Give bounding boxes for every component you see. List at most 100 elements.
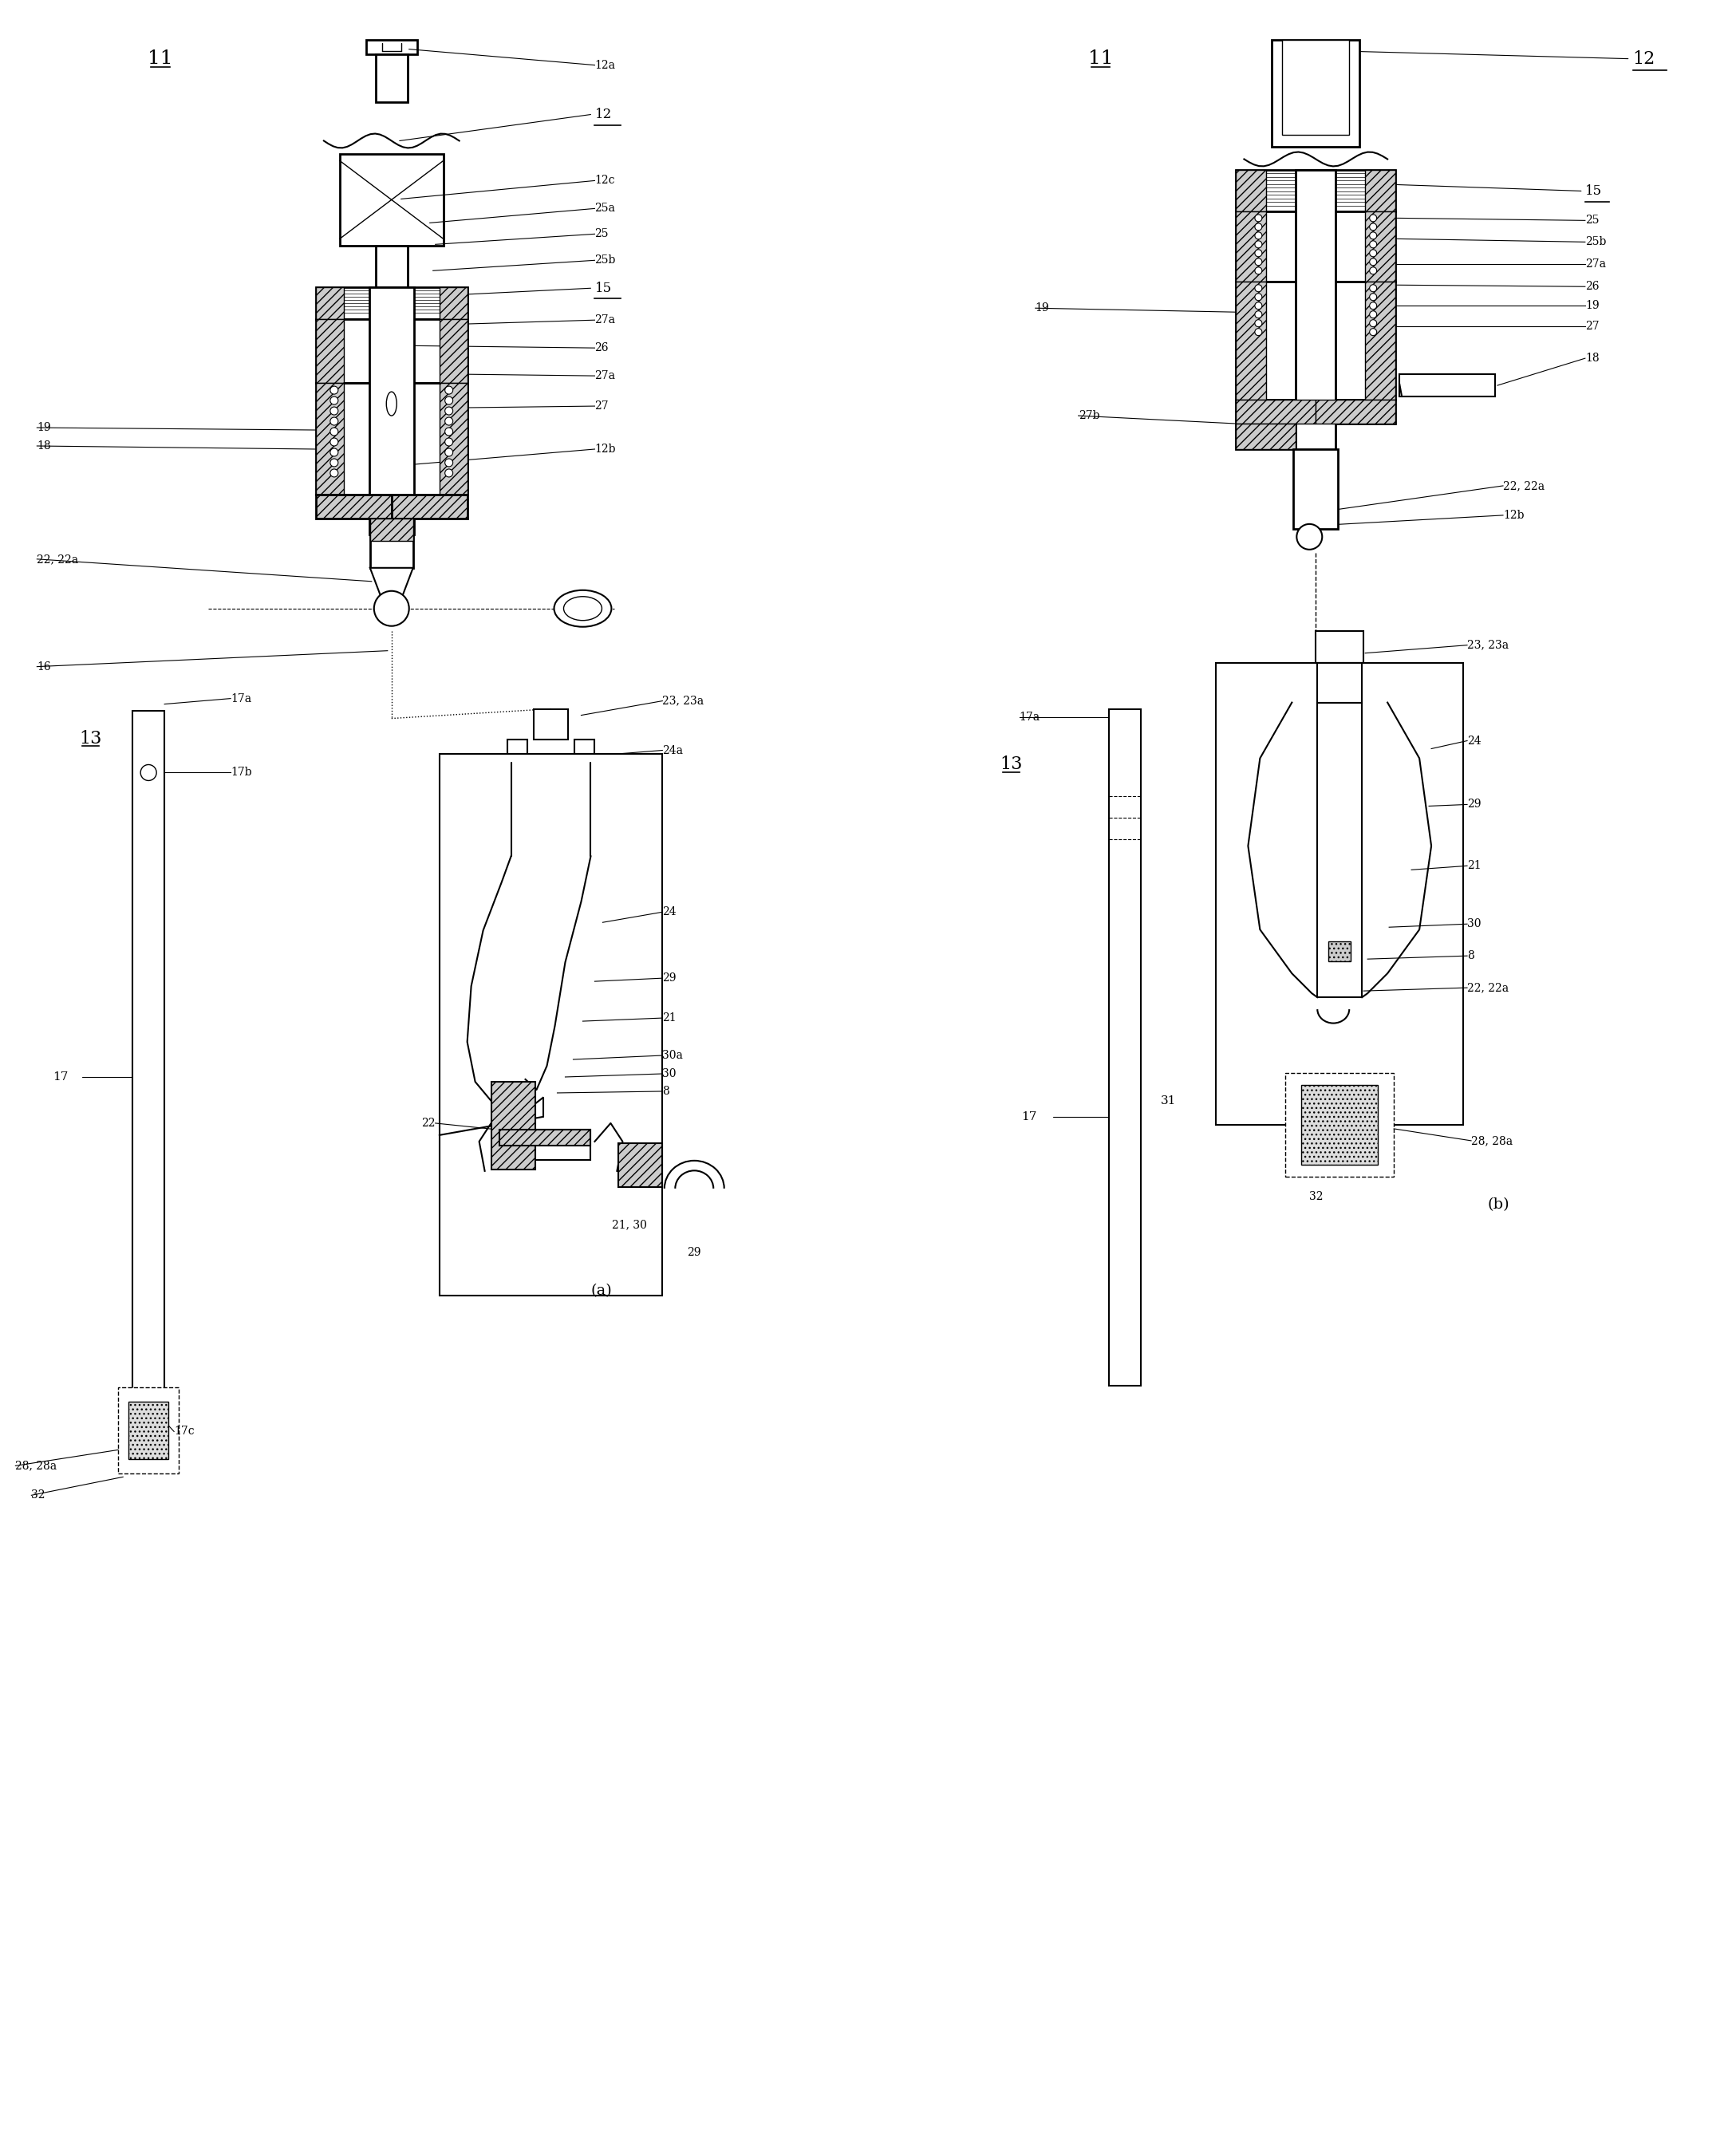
Bar [1286,1073,1394,1176]
Text: 12: 12 [595,107,611,122]
Text: 15: 15 [595,282,611,295]
Text: 17a: 17a [231,693,252,703]
Bar [491,1082,535,1169]
Text: 17c: 17c [174,1426,194,1437]
Text: 31: 31 [1160,1095,1175,1107]
Text: 15: 15 [1585,184,1602,199]
Bar [1316,631,1363,663]
Bar [498,1129,590,1146]
Text: 21, 30: 21, 30 [613,1219,648,1231]
Text: 8: 8 [663,1086,670,1097]
Bar [316,319,344,383]
Circle shape [330,387,339,393]
Circle shape [1370,329,1377,336]
Circle shape [330,406,339,415]
Bar [370,517,413,541]
Text: 27: 27 [1585,321,1599,331]
Bar [128,1403,168,1460]
Bar [439,319,467,383]
Text: 29: 29 [687,1246,701,1257]
Text: 25a: 25a [595,203,615,214]
Text: 18: 18 [36,440,50,451]
Bar [366,41,417,53]
Text: 32: 32 [31,1490,45,1501]
Text: 25b: 25b [595,254,616,265]
Text: 26: 26 [595,342,609,353]
Bar [1316,400,1396,423]
Circle shape [444,406,453,415]
Ellipse shape [387,391,398,415]
Circle shape [330,396,339,404]
Bar [375,246,408,286]
Text: 28, 28a: 28, 28a [16,1460,57,1471]
Bar [316,286,467,319]
Bar [1236,400,1396,423]
Text: 13: 13 [80,729,102,746]
Circle shape [444,449,453,455]
Bar [618,1144,663,1187]
Bar [1236,400,1316,423]
Text: 30a: 30a [663,1050,682,1060]
Bar [1295,171,1335,458]
Circle shape [1255,301,1262,310]
Bar [1236,212,1266,282]
Circle shape [141,765,156,780]
Text: 17: 17 [52,1071,68,1082]
Circle shape [444,428,453,436]
Text: 27a: 27a [1585,259,1606,269]
Text: 11: 11 [1088,49,1113,68]
Text: 17a: 17a [1019,712,1040,723]
Text: (a): (a) [590,1283,613,1298]
Text: 19: 19 [1035,301,1049,314]
Circle shape [1255,310,1262,319]
Circle shape [444,417,453,425]
Circle shape [330,428,339,436]
Text: 21: 21 [1467,859,1481,872]
Text: 17b: 17b [231,768,252,778]
Bar [375,53,408,103]
Text: 32: 32 [1309,1191,1323,1202]
Circle shape [1255,233,1262,239]
Circle shape [1255,329,1262,336]
Text: 18: 18 [1585,353,1599,363]
Circle shape [1370,301,1377,310]
Bar [1399,374,1495,396]
Circle shape [330,438,339,447]
Bar [316,383,344,494]
Ellipse shape [554,590,611,626]
Text: 8: 8 [1467,949,1474,962]
Bar [118,1388,179,1473]
Text: 27a: 27a [595,314,616,325]
Bar [370,517,413,569]
Bar [1236,282,1266,400]
Text: 25: 25 [595,229,609,239]
Bar [1364,282,1396,400]
Bar [439,286,467,319]
Circle shape [1255,284,1262,291]
Text: 28, 28a: 28, 28a [1470,1135,1512,1146]
Bar [1364,212,1396,282]
Circle shape [1370,293,1377,301]
Circle shape [1255,242,1262,248]
Circle shape [444,387,453,393]
Text: 29: 29 [663,973,677,983]
Text: (b): (b) [1488,1197,1509,1212]
Bar [1236,212,1396,282]
Circle shape [1370,222,1377,231]
Circle shape [1370,321,1377,327]
Text: 27: 27 [595,400,609,413]
Text: 21: 21 [663,1013,677,1024]
Bar [1318,663,1363,703]
Bar [507,740,528,753]
Text: 27b: 27b [1078,410,1099,421]
Circle shape [330,449,339,455]
Bar [1109,710,1141,1385]
Text: 12: 12 [1634,49,1656,68]
Circle shape [1255,293,1262,301]
Circle shape [1370,214,1377,222]
Bar [1328,941,1351,962]
Bar [340,154,443,246]
Text: 19: 19 [36,421,50,434]
Bar [1236,423,1295,449]
Text: 16: 16 [36,661,50,671]
